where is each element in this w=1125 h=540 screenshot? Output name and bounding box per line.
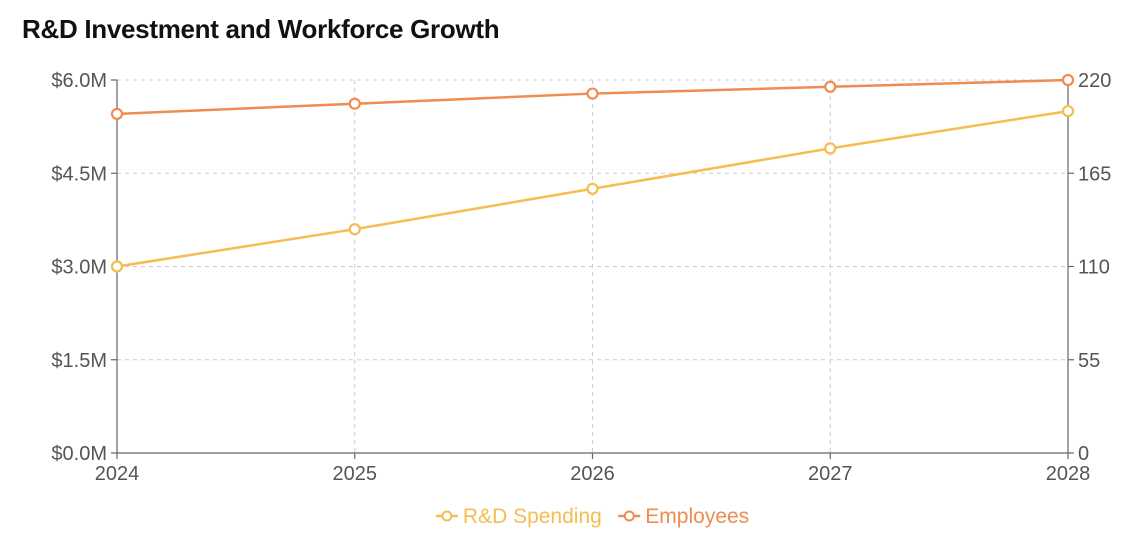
grid-layer (117, 79, 1068, 453)
legend-item-r-d-spending[interactable]: R&D Spending (435, 505, 602, 528)
legend-swatch-marker-r-d-spending (441, 510, 453, 522)
right-y-tick-label-0: 0 (1078, 443, 1089, 465)
axis-layer: $0.0M $1.5M $3.0M $4.5M $6.0M 0 55 110 165 220 202… (51, 70, 1111, 485)
x-tick-label-3: 2027 (808, 463, 853, 485)
x-tick-label-1: 2025 (333, 463, 378, 485)
legend-item-employees[interactable]: Employees (618, 505, 749, 528)
right-y-tick-label-4: 220 (1078, 70, 1111, 92)
data-point-r-d-spending-2027[interactable] (824, 142, 837, 155)
data-point-r-d-spending-2025[interactable] (348, 223, 361, 236)
legend-swatch-marker-employees (623, 510, 635, 522)
data-point-employees-2027[interactable] (824, 80, 837, 93)
left-y-tick-label-3: $4.5M (51, 163, 107, 185)
data-point-employees-2025[interactable] (348, 97, 361, 110)
right-y-tick-label-2: 110 (1078, 257, 1110, 279)
data-point-employees-2024[interactable] (110, 107, 124, 121)
right-y-tick-label-3: 165 (1078, 163, 1111, 185)
series-layer (110, 73, 1075, 273)
data-point-employees-2028[interactable] (1061, 73, 1075, 87)
data-point-r-d-spending-2026[interactable] (586, 182, 599, 195)
data-point-r-d-spending-2028[interactable] (1061, 104, 1075, 118)
legend-label-employees: Employees (645, 505, 749, 528)
x-tick-label-4: 2028 (1046, 463, 1091, 485)
left-y-tick-label-0: $0.0M (51, 443, 107, 465)
legend-label-r-d-spending: R&D Spending (463, 505, 602, 528)
x-tick-label-0: 2024 (95, 463, 140, 485)
right-y-tick-label-1: 55 (1078, 350, 1100, 372)
legend[interactable]: R&D Spending Employees (435, 505, 749, 528)
x-tick-label-2: 2026 (570, 463, 615, 485)
left-y-tick-label-1: $1.5M (51, 350, 107, 372)
left-y-tick-label-4: $6.0M (51, 70, 107, 92)
data-point-r-d-spending-2024[interactable] (110, 260, 124, 273)
left-y-tick-label-2: $3.0M (51, 257, 107, 279)
chart-title: R&D Investment and Workforce Growth (22, 14, 500, 44)
data-point-employees-2026[interactable] (586, 87, 599, 100)
